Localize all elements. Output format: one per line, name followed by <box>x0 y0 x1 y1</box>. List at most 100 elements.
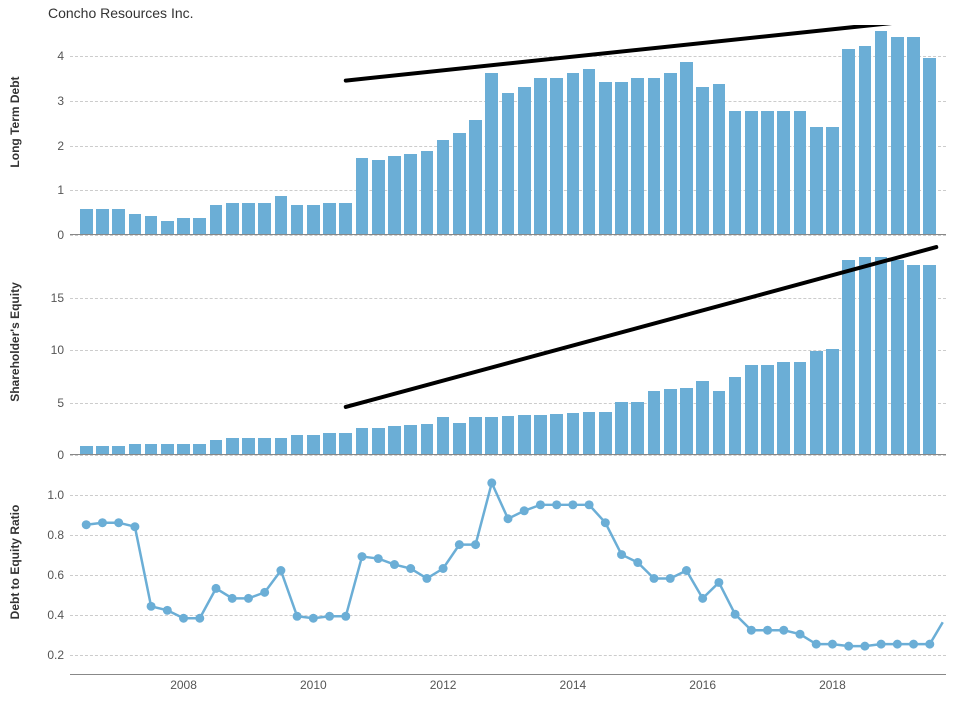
bar <box>648 78 661 234</box>
marker <box>844 642 853 651</box>
bar <box>96 446 109 454</box>
bar <box>210 440 223 454</box>
gridline <box>70 298 946 299</box>
x-tick-label: 2016 <box>689 678 716 692</box>
marker <box>212 584 221 593</box>
y-tick-label: 0.2 <box>47 648 64 662</box>
marker <box>358 552 367 561</box>
bar <box>567 73 580 234</box>
marker <box>650 574 659 583</box>
bar <box>291 205 304 234</box>
bar <box>631 402 644 455</box>
panel-shareholders-equity: 051015 <box>70 245 946 455</box>
bar <box>615 82 628 234</box>
marker <box>617 550 626 559</box>
bar <box>777 362 790 454</box>
bar <box>826 349 839 454</box>
marker <box>893 640 902 649</box>
bar <box>599 412 612 454</box>
y-tick-label: 10 <box>51 343 64 357</box>
marker <box>812 640 821 649</box>
line-chart-svg <box>70 465 946 674</box>
bar <box>826 127 839 234</box>
marker <box>293 612 302 621</box>
marker <box>406 564 415 573</box>
y-axis-label-1: Long Term Debt <box>8 47 22 197</box>
marker <box>276 566 285 575</box>
bar <box>307 205 320 234</box>
bar <box>453 423 466 455</box>
marker <box>179 614 188 623</box>
bar <box>891 37 904 234</box>
bar <box>437 140 450 234</box>
y-tick-label: 0.8 <box>47 528 64 542</box>
bar <box>810 351 823 454</box>
bar <box>485 73 498 234</box>
bar <box>421 151 434 234</box>
bar <box>421 424 434 454</box>
bar <box>356 158 369 234</box>
marker <box>114 518 123 527</box>
y-tick-label: 4 <box>57 49 64 63</box>
marker <box>147 602 156 611</box>
bar <box>891 260 904 454</box>
bar <box>323 203 336 234</box>
y-tick-label: 0 <box>57 228 64 242</box>
bar <box>875 257 888 454</box>
line-path <box>86 483 943 646</box>
bar <box>372 428 385 454</box>
marker <box>909 640 918 649</box>
marker <box>714 578 723 587</box>
bar <box>404 154 417 234</box>
bar <box>469 417 482 454</box>
marker <box>244 594 253 603</box>
bar <box>242 438 255 454</box>
bar <box>875 31 888 234</box>
bar <box>794 362 807 454</box>
bar <box>323 433 336 454</box>
bar <box>713 84 726 234</box>
y-axis-label-2: Shareholder's Equity <box>8 267 22 417</box>
marker <box>731 610 740 619</box>
panel-long-term-debt: 01234 <box>70 25 946 235</box>
bar <box>258 438 271 454</box>
y-tick-label: 15 <box>51 291 64 305</box>
marker <box>390 560 399 569</box>
marker <box>520 506 529 515</box>
marker <box>698 594 707 603</box>
gridline <box>70 455 946 456</box>
bar <box>275 196 288 234</box>
bar <box>615 402 628 455</box>
marker <box>309 614 318 623</box>
y-tick-label: 2 <box>57 139 64 153</box>
x-tick-label: 2018 <box>819 678 846 692</box>
marker <box>455 540 464 549</box>
marker <box>82 520 91 529</box>
y-tick-label: 0.4 <box>47 608 64 622</box>
bar <box>664 73 677 234</box>
bar <box>859 46 872 234</box>
y-tick-label: 3 <box>57 94 64 108</box>
bar <box>761 365 774 454</box>
marker <box>747 626 756 635</box>
bar <box>129 444 142 455</box>
plot-area-3: 0.20.40.60.81.0 <box>70 465 946 675</box>
bar <box>96 209 109 234</box>
marker <box>260 588 269 597</box>
bar <box>193 444 206 455</box>
bar <box>696 87 709 234</box>
bar <box>534 78 547 234</box>
bar <box>388 156 401 234</box>
marker <box>666 574 675 583</box>
y-tick-label: 1 <box>57 183 64 197</box>
bar <box>177 444 190 455</box>
marker <box>568 500 577 509</box>
y-axis-label-3: Debt to Equity Ratio <box>8 487 22 637</box>
bar <box>226 438 239 454</box>
marker <box>779 626 788 635</box>
marker <box>796 630 805 639</box>
marker <box>552 500 561 509</box>
marker <box>374 554 383 563</box>
x-axis: 200820102012201420162018 <box>70 678 946 708</box>
bar <box>550 414 563 454</box>
